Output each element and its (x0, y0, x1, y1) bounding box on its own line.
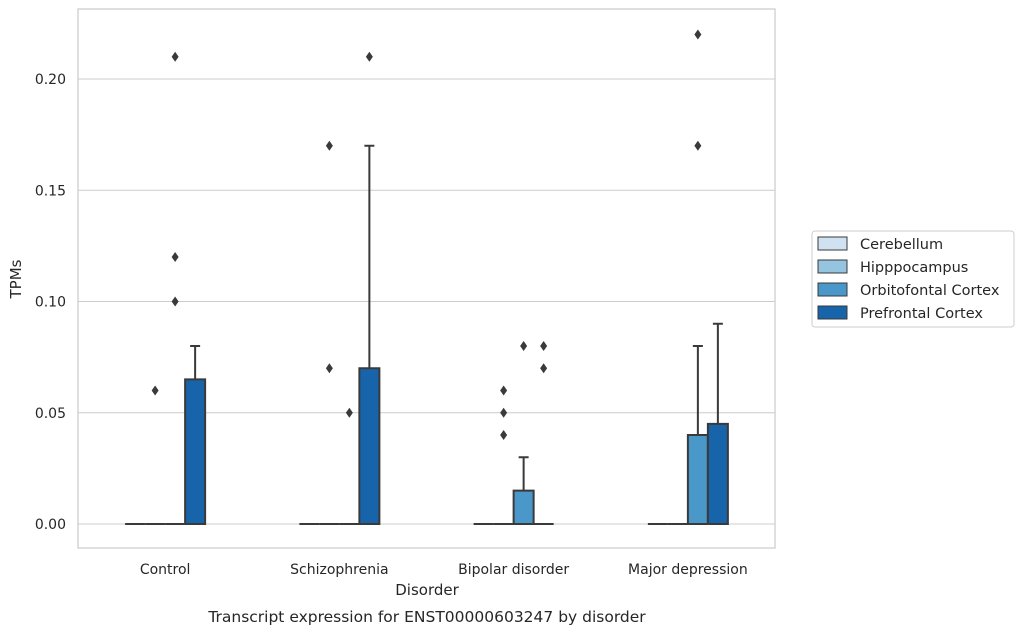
legend-frame (811, 230, 1015, 328)
box-prefrontal-cortex (533, 341, 554, 525)
x-tick-label: Bipolar disorder (458, 562, 569, 578)
plot-area-frame (77, 8, 776, 549)
legend: Cerebellum Hipppocampus Orbitofontal Corte… (811, 230, 1015, 328)
box-orbitofontal-cortex (512, 341, 535, 525)
outlier-point (500, 385, 508, 396)
box-prefrontal-cortex (706, 322, 729, 525)
outlier-point (365, 51, 373, 62)
outlier-point (500, 407, 508, 418)
legend-label: Prefrontal Cortex (860, 306, 983, 322)
legend-label: Hipppocampus (860, 260, 968, 276)
outlier-point (151, 385, 159, 396)
legend-swatch (817, 282, 848, 297)
legend-label: Orbitofontal Cortex (860, 283, 1000, 299)
box-hipppocampus (145, 385, 166, 525)
legend-label: Cerebellum (860, 237, 943, 253)
x-tick-label: Schizophrenia (290, 562, 388, 578)
box-prefrontal-cortex (358, 51, 381, 525)
outlier-point (171, 252, 179, 262)
y-axis-label: TPMs (7, 259, 25, 299)
x-tick-label: Control (140, 562, 191, 578)
outlier-point (540, 363, 548, 374)
box-hipppocampus (319, 140, 340, 525)
outlier-point (345, 407, 353, 418)
y-tick-label: 0.20 (35, 72, 66, 88)
grid-lines (78, 78, 775, 525)
outlier-point (171, 296, 179, 307)
box-body (512, 489, 535, 525)
x-axis-ticks: Control Schizophrenia Bipolar disorder Majo… (140, 562, 748, 578)
box-series (125, 29, 729, 525)
chart-caption: Transcript expression for ENST0000060324… (207, 608, 646, 626)
outlier-point (694, 140, 702, 151)
outlier-point (171, 51, 179, 62)
legend-swatch (817, 305, 848, 320)
outlier-point (694, 29, 702, 40)
outlier-point (325, 363, 333, 374)
outlier-point (520, 341, 528, 351)
box-prefrontal-cortex (184, 345, 207, 525)
outlier-point (325, 140, 333, 151)
box-orbitofontal-cortex (339, 407, 360, 525)
outlier-point (500, 430, 508, 440)
y-axis-ticks: 0.00 0.05 0.10 0.15 0.20 (35, 72, 66, 533)
x-tick-label: Major depression (628, 562, 748, 578)
box-body (358, 367, 381, 525)
box-orbitofontal-cortex (686, 29, 709, 525)
legend-swatch (817, 236, 848, 251)
y-tick-label: 0.00 (35, 517, 66, 533)
x-axis-label: Disorder (395, 581, 459, 599)
box-orbitofontal-cortex (165, 51, 186, 525)
y-tick-label: 0.10 (35, 295, 66, 311)
y-tick-label: 0.15 (35, 183, 66, 199)
legend-swatch (817, 259, 848, 274)
box-body (184, 378, 207, 525)
y-tick-label: 0.05 (35, 406, 66, 422)
outlier-point (540, 341, 548, 351)
box-body (706, 422, 729, 525)
box-body (686, 434, 709, 525)
box-hipppocampus (493, 385, 514, 525)
